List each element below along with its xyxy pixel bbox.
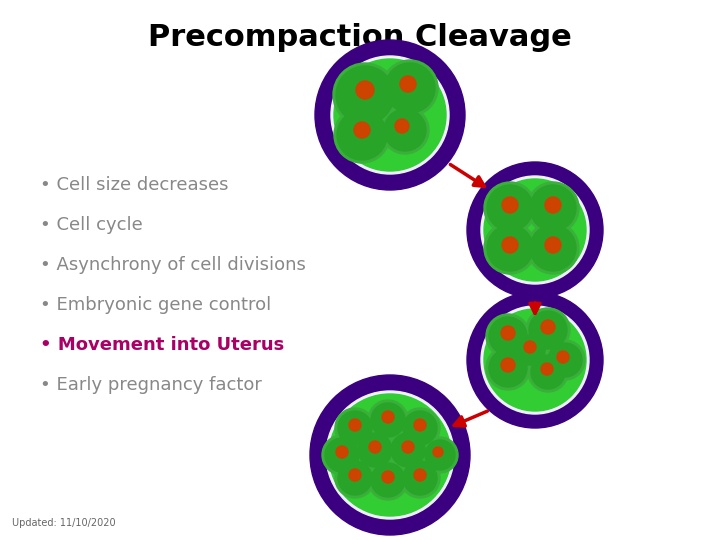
Circle shape [402, 441, 414, 453]
Circle shape [515, 335, 545, 365]
Circle shape [526, 308, 570, 352]
Circle shape [336, 446, 348, 458]
Circle shape [325, 438, 359, 472]
Circle shape [368, 460, 408, 500]
Circle shape [381, 106, 429, 154]
Circle shape [484, 222, 536, 274]
Circle shape [371, 463, 405, 497]
Circle shape [484, 182, 536, 234]
Circle shape [331, 56, 449, 174]
Text: • Early pregnancy factor: • Early pregnancy factor [40, 376, 262, 394]
Circle shape [349, 469, 361, 481]
Circle shape [334, 107, 390, 163]
Circle shape [467, 292, 603, 428]
Circle shape [545, 340, 585, 380]
Circle shape [329, 394, 451, 516]
Circle shape [487, 225, 533, 271]
Circle shape [349, 419, 361, 431]
Circle shape [369, 441, 381, 453]
Text: • Embryonic gene control: • Embryonic gene control [40, 296, 271, 314]
Circle shape [382, 411, 394, 423]
Circle shape [467, 162, 603, 298]
Circle shape [529, 311, 567, 349]
Circle shape [395, 119, 409, 133]
Circle shape [501, 326, 515, 340]
Circle shape [433, 447, 443, 457]
Circle shape [484, 309, 586, 411]
Circle shape [541, 363, 553, 375]
Circle shape [334, 59, 446, 171]
Circle shape [388, 430, 428, 470]
Circle shape [481, 306, 589, 414]
Circle shape [403, 411, 437, 445]
Circle shape [335, 458, 375, 498]
Circle shape [422, 437, 458, 473]
Text: Updated: 11/10/2020: Updated: 11/10/2020 [12, 518, 116, 528]
Circle shape [335, 408, 375, 448]
Circle shape [489, 349, 527, 387]
Circle shape [355, 430, 395, 470]
Circle shape [531, 355, 565, 389]
Circle shape [545, 237, 561, 253]
Circle shape [530, 225, 576, 271]
Circle shape [337, 110, 387, 160]
Text: Precompaction Cleavage: Precompaction Cleavage [148, 24, 572, 52]
Circle shape [414, 419, 426, 431]
Circle shape [527, 182, 579, 234]
Circle shape [315, 40, 465, 190]
Circle shape [486, 314, 530, 358]
Circle shape [371, 403, 405, 437]
Circle shape [425, 440, 455, 470]
Circle shape [548, 343, 582, 377]
Circle shape [414, 469, 426, 481]
Circle shape [403, 461, 437, 495]
Circle shape [368, 400, 408, 440]
Circle shape [354, 122, 370, 138]
Text: • Asynchrony of cell divisions: • Asynchrony of cell divisions [40, 256, 306, 274]
Circle shape [338, 461, 372, 495]
Circle shape [382, 471, 394, 483]
Circle shape [524, 341, 536, 353]
Circle shape [336, 66, 394, 124]
Circle shape [310, 375, 470, 535]
Circle shape [486, 346, 530, 390]
Circle shape [333, 63, 397, 127]
Circle shape [528, 352, 568, 392]
Circle shape [487, 185, 533, 231]
Text: • Cell size decreases: • Cell size decreases [40, 176, 228, 194]
Circle shape [358, 433, 392, 467]
Circle shape [502, 197, 518, 213]
Circle shape [545, 197, 561, 213]
Circle shape [356, 81, 374, 99]
Circle shape [338, 411, 372, 445]
Circle shape [481, 176, 589, 284]
Circle shape [400, 458, 440, 498]
Circle shape [326, 391, 454, 519]
Circle shape [512, 332, 548, 368]
Circle shape [489, 317, 527, 355]
Circle shape [322, 435, 362, 475]
Circle shape [384, 109, 426, 151]
Circle shape [502, 237, 518, 253]
Circle shape [530, 185, 576, 231]
Circle shape [382, 60, 438, 116]
Circle shape [557, 351, 569, 363]
Circle shape [385, 63, 435, 113]
Circle shape [400, 408, 440, 448]
Text: • Cell cycle: • Cell cycle [40, 216, 143, 234]
Circle shape [541, 320, 555, 334]
Circle shape [527, 222, 579, 274]
Text: • Movement into Uterus: • Movement into Uterus [40, 336, 284, 354]
Circle shape [484, 179, 586, 281]
Circle shape [400, 76, 416, 92]
Circle shape [501, 358, 515, 372]
Circle shape [391, 433, 425, 467]
